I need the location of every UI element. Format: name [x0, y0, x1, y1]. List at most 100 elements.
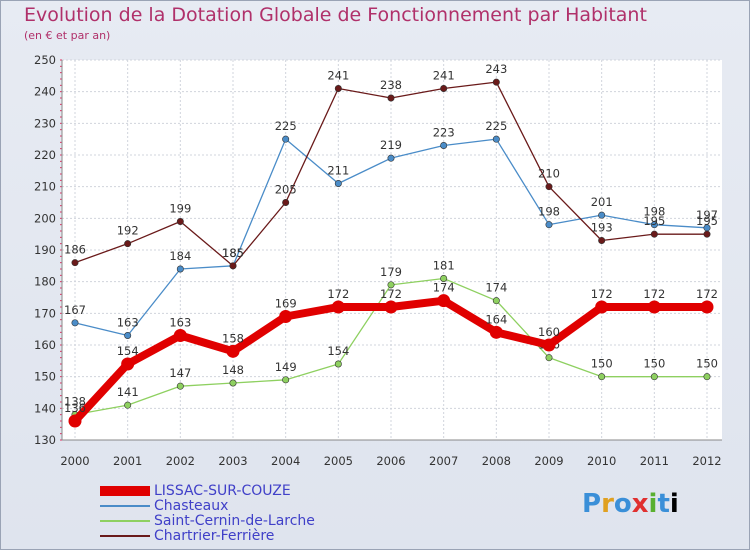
legend-swatch — [100, 486, 150, 496]
data-label: 172 — [696, 287, 718, 301]
data-point — [703, 373, 711, 381]
data-point — [226, 344, 240, 358]
data-label: 150 — [696, 357, 718, 371]
y-tick-label: 150 — [34, 370, 56, 384]
data-point — [598, 211, 606, 219]
x-tick-label: 2009 — [534, 454, 563, 468]
data-point — [121, 357, 135, 371]
data-point — [176, 265, 184, 273]
data-label: 219 — [380, 138, 402, 152]
data-label: 192 — [117, 224, 139, 238]
x-tick-label: 2003 — [218, 454, 247, 468]
data-point — [492, 297, 500, 305]
data-point — [703, 230, 711, 238]
data-label: 169 — [275, 297, 297, 311]
data-point — [595, 300, 609, 314]
chart-title: Evolution de la Dotation Globale de Fonc… — [24, 4, 647, 26]
data-label: 184 — [169, 249, 191, 263]
data-point — [71, 319, 79, 327]
y-tick-label: 190 — [34, 243, 56, 257]
data-label: 150 — [591, 357, 613, 371]
data-label: 225 — [485, 119, 507, 133]
data-point — [647, 300, 661, 314]
data-point — [545, 183, 553, 191]
data-label: 185 — [222, 246, 244, 260]
data-point — [229, 379, 237, 387]
data-label: 147 — [169, 366, 191, 380]
data-point — [279, 310, 293, 323]
data-point — [173, 329, 187, 342]
x-tick-label: 2012 — [692, 454, 721, 468]
data-point — [282, 199, 290, 207]
legend-swatch — [100, 505, 150, 507]
data-point — [282, 135, 290, 143]
data-point — [598, 237, 606, 245]
proxiti-logo: Proxiti — [582, 489, 679, 519]
data-point — [229, 262, 237, 270]
data-label: 241 — [433, 69, 455, 83]
data-label: 141 — [117, 385, 139, 399]
data-point — [334, 180, 342, 188]
y-tick-label: 230 — [34, 116, 56, 130]
y-tick-label: 250 — [34, 53, 56, 67]
data-point — [489, 325, 503, 339]
data-point — [176, 382, 184, 390]
data-point — [440, 274, 448, 282]
data-point — [282, 376, 290, 384]
data-label: 210 — [538, 167, 560, 181]
data-point — [387, 281, 395, 289]
data-label: 148 — [222, 363, 244, 377]
data-point — [71, 259, 79, 267]
data-label: 174 — [433, 281, 455, 295]
data-label: 167 — [64, 303, 86, 317]
data-point — [440, 85, 448, 93]
x-tick-label: 2007 — [429, 454, 458, 468]
y-tick-label: 140 — [34, 401, 56, 415]
y-tick-label: 240 — [34, 85, 56, 99]
data-point — [124, 331, 132, 339]
y-tick-label: 220 — [34, 148, 56, 162]
data-label: 158 — [222, 331, 244, 345]
data-point — [650, 230, 658, 238]
data-label: 241 — [327, 69, 349, 83]
data-point — [176, 218, 184, 226]
data-point — [68, 414, 82, 428]
legend-label: LISSAC-SUR-COUZE — [154, 483, 291, 499]
data-label: 185 — [222, 246, 244, 260]
data-point — [437, 294, 451, 308]
data-point — [124, 401, 132, 409]
data-label: 198 — [643, 205, 665, 219]
data-point — [124, 240, 132, 248]
data-label: 225 — [275, 119, 297, 133]
data-label: 223 — [433, 126, 455, 140]
data-point — [492, 135, 500, 143]
data-label: 163 — [169, 316, 191, 330]
data-point — [492, 78, 500, 86]
data-point — [331, 300, 345, 314]
legend-label: Chasteaux — [154, 498, 229, 514]
data-label: 172 — [591, 287, 613, 301]
x-tick-label: 2006 — [376, 454, 405, 468]
data-label: 211 — [327, 164, 349, 178]
data-point — [334, 360, 342, 368]
data-label: 138 — [64, 395, 86, 409]
legend-swatch — [100, 520, 150, 522]
x-tick-label: 2004 — [271, 454, 300, 468]
data-label: 238 — [380, 78, 402, 92]
y-tick-label: 130 — [34, 433, 56, 447]
data-label: 174 — [485, 281, 507, 295]
data-label: 201 — [591, 195, 613, 209]
y-tick-label: 180 — [34, 275, 56, 289]
x-tick-label: 2008 — [482, 454, 511, 468]
data-label: 154 — [327, 344, 349, 358]
data-label: 193 — [591, 221, 613, 235]
data-point — [545, 221, 553, 229]
data-label: 197 — [696, 208, 718, 222]
data-label: 181 — [433, 259, 455, 273]
data-point — [387, 154, 395, 162]
data-point — [387, 94, 395, 102]
y-tick-label: 170 — [34, 306, 56, 320]
data-point — [545, 354, 553, 362]
data-label: 186 — [64, 243, 86, 257]
